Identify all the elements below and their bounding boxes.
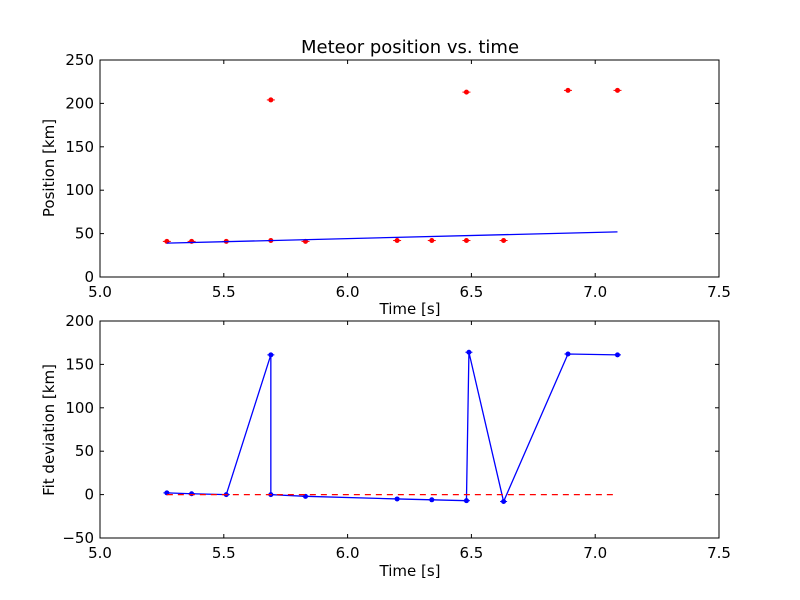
data-point [463, 89, 469, 95]
y-tick-label: 250 [65, 51, 94, 69]
x-axis-label: Time [s] [379, 562, 441, 580]
data-marks [162, 87, 622, 244]
y-tick-label: 200 [65, 312, 94, 330]
data-point [501, 238, 507, 244]
data-point [268, 352, 274, 358]
y-tick-label: 100 [65, 181, 94, 199]
data-point [614, 352, 620, 358]
plot-area-frame [99, 320, 720, 539]
x-tick-label: 6.0 [336, 544, 360, 562]
data-point [565, 351, 571, 357]
data-point [463, 498, 469, 504]
axis-ticks [99, 59, 720, 278]
y-tick-label: 150 [65, 138, 94, 156]
y-axis-label: Fit deviation [km] [40, 364, 58, 496]
data-point [268, 97, 274, 103]
y-tick-label: 50 [75, 442, 94, 460]
x-tick-label: 6.0 [336, 283, 360, 301]
x-tick-label: 5.5 [212, 283, 236, 301]
y-tick-label: 150 [65, 355, 94, 373]
y-tick-label: 100 [65, 399, 94, 417]
chart-title: Meteor position vs. time [301, 37, 519, 58]
y-axis-label: Position [km] [40, 119, 58, 217]
fit-line [166, 231, 618, 244]
fit-deviation-chart: 5.0 5.5 6.0 6.5 7.0 7.5 −50 0 50 100 150 200 Time … [40, 312, 731, 580]
x-tick-label: 7.5 [707, 283, 731, 301]
position-chart: Meteor position vs. time 5.0 5.5 6.0 6.5 7.0… [40, 37, 731, 318]
x-tick-label: 7.0 [583, 544, 607, 562]
y-tick-label: −50 [62, 529, 94, 547]
y-tick-labels: 0 50 100 150 200 250 [65, 51, 94, 286]
x-tick-label: 5.5 [212, 544, 236, 562]
x-tick-label: 7.0 [583, 283, 607, 301]
x-tick-label: 5.0 [88, 283, 112, 301]
data-marks [163, 349, 621, 505]
data-point [565, 87, 571, 93]
data-point [614, 87, 620, 93]
data-point [466, 349, 472, 355]
x-tick-label: 6.5 [459, 544, 483, 562]
data-point [463, 238, 469, 244]
y-tick-labels: −50 0 50 100 150 200 [62, 312, 94, 547]
y-tick-label: 200 [65, 94, 94, 112]
data-point [394, 238, 400, 244]
y-tick-label: 50 [75, 225, 94, 243]
x-tick-labels: 5.0 5.5 6.0 6.5 7.0 7.5 [88, 283, 731, 301]
data-point [394, 496, 400, 502]
axis-ticks [99, 320, 720, 539]
x-tick-label: 7.5 [707, 544, 731, 562]
x-tick-label: 6.5 [459, 283, 483, 301]
y-tick-label: 0 [84, 486, 94, 504]
x-tick-label: 5.0 [88, 544, 112, 562]
data-point [189, 491, 195, 497]
x-tick-labels: 5.0 5.5 6.0 6.5 7.0 7.5 [88, 544, 731, 562]
plot-area-frame [99, 59, 720, 278]
data-point [429, 497, 435, 503]
data-point [429, 238, 435, 244]
y-tick-label: 0 [84, 268, 94, 286]
x-axis-label: Time [s] [379, 300, 441, 318]
data-point [501, 499, 507, 505]
